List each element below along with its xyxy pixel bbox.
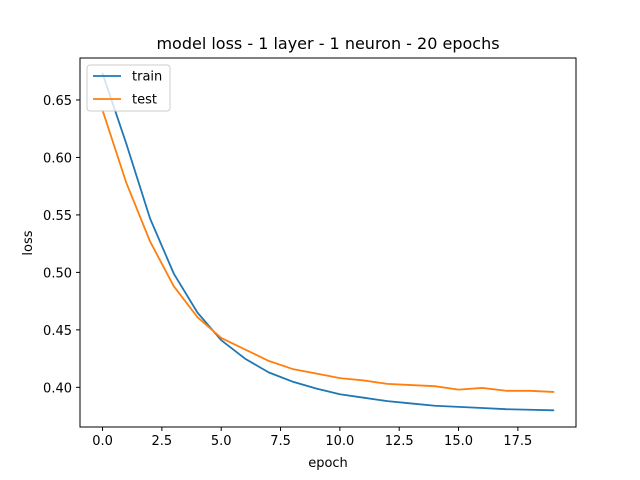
y-axis-label: loss [21, 230, 36, 255]
y-axis-ticks: 0.40 0.45 0.50 0.55 0.60 0.65 [43, 94, 80, 396]
x-tick-label: 17.5 [503, 434, 532, 449]
y-tick-label: 0.50 [43, 266, 72, 281]
x-tick-label: 10.0 [325, 434, 354, 449]
x-tick-label: 0.0 [92, 434, 113, 449]
series-line-test [101, 109, 555, 393]
chart-title: model loss - 1 layer - 1 neuron - 20 epo… [156, 34, 499, 53]
legend-label-test: test [132, 93, 157, 108]
y-tick-label: 0.60 [43, 151, 72, 166]
axes-frame [79, 57, 577, 428]
series-layer [101, 72, 555, 412]
y-tick-label: 0.40 [43, 381, 72, 396]
x-tick-label: 12.5 [385, 434, 414, 449]
x-tick-label: 15.0 [444, 434, 473, 449]
x-axis-ticks: 0.0 2.5 5.0 7.5 10.0 12.5 15.0 17.5 [92, 427, 532, 449]
y-tick-label: 0.65 [43, 94, 72, 109]
x-axis-label: epoch [308, 456, 348, 471]
legend: train test [86, 64, 171, 112]
legend-label-train: train [132, 70, 162, 85]
series-line-train [101, 72, 555, 412]
x-tick-label: 2.5 [152, 434, 173, 449]
y-tick-label: 0.55 [43, 209, 72, 224]
x-tick-label: 7.5 [270, 434, 291, 449]
y-tick-label: 0.45 [43, 324, 72, 339]
x-tick-label: 5.0 [211, 434, 232, 449]
